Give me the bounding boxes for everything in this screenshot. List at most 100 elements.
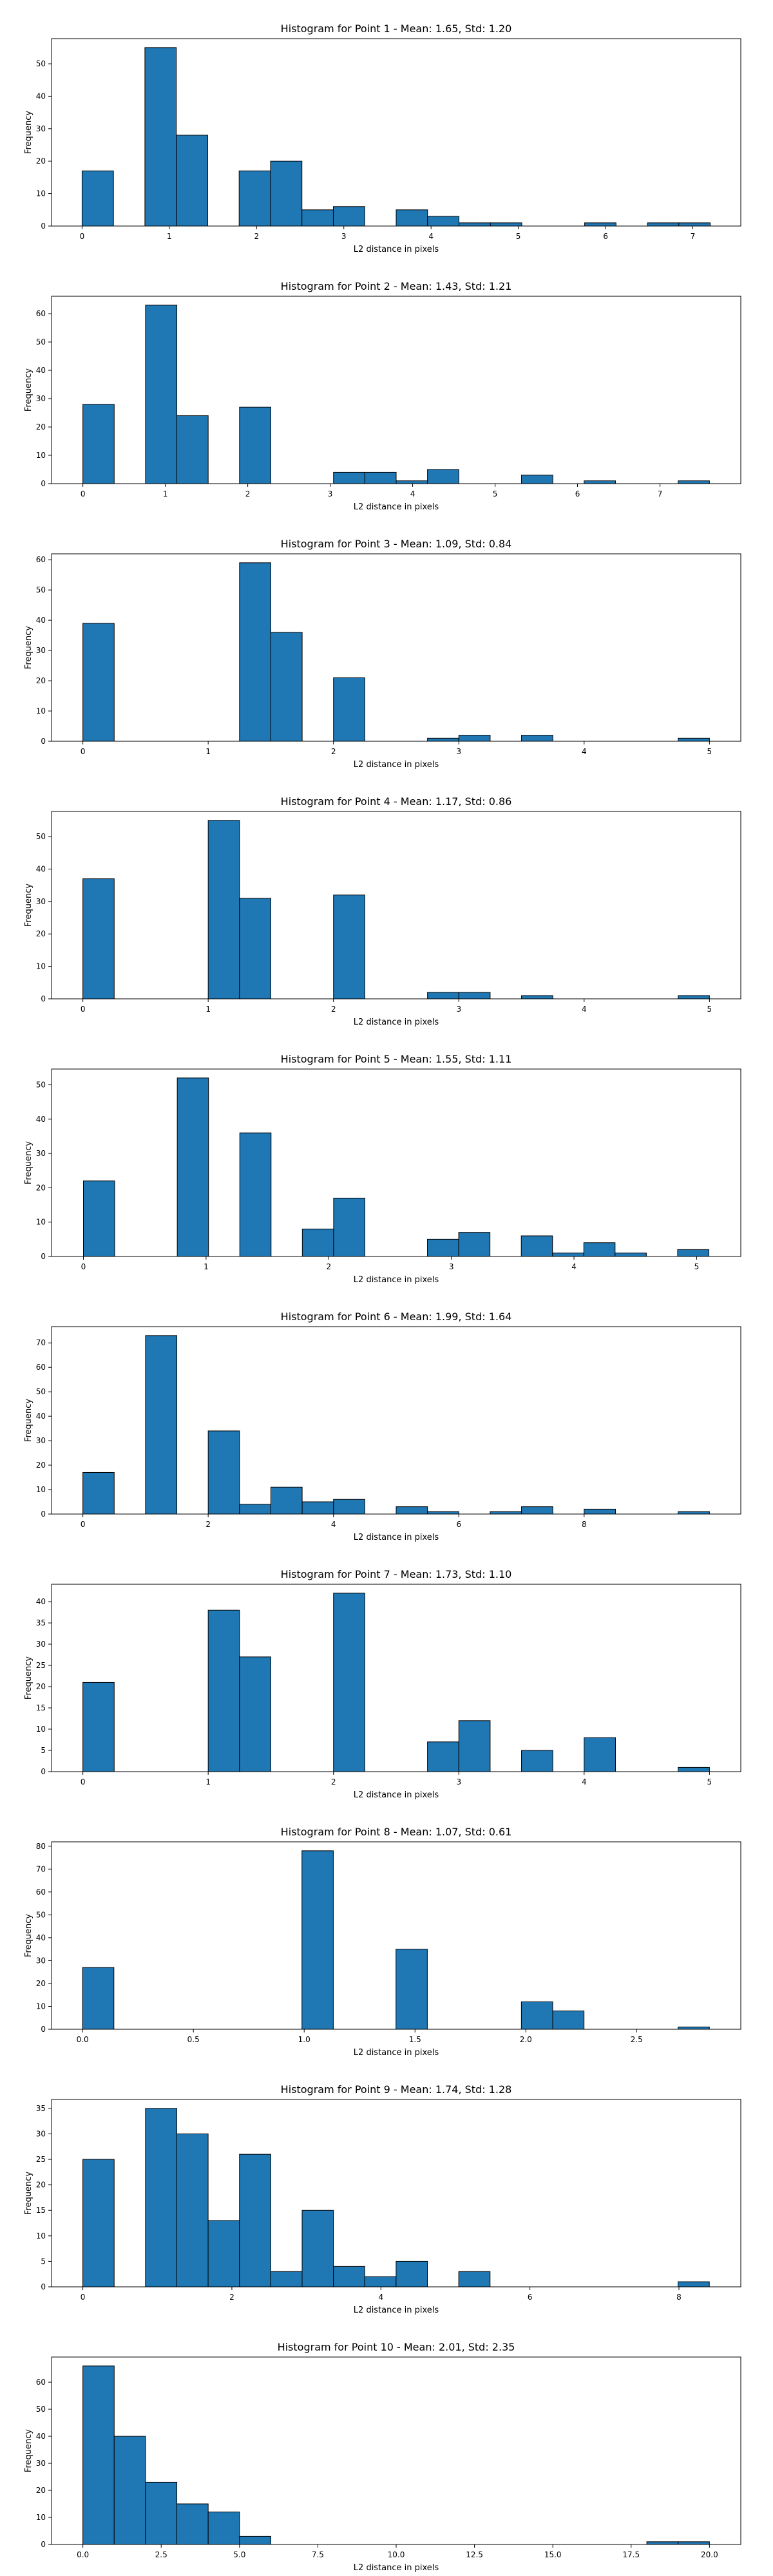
chart-title: Histogram for Point 4 - Mean: 1.17, Std:… [281,795,512,808]
histogram-panel-4: Histogram for Point 4 - Mean: 1.17, Std:… [24,795,741,1027]
y-tick-label: 10 [36,2513,46,2522]
x-tick-label: 0 [81,747,86,756]
x-tick-label: 1 [163,489,168,498]
x-tick-label: 2.5 [631,2035,643,2044]
y-tick-label: 50 [36,337,46,346]
y-tick-label: 0 [41,1510,46,1519]
y-tick-label: 30 [36,1640,46,1649]
y-axis-label: Frequency [24,1914,33,1957]
y-tick-label: 20 [36,1183,46,1192]
y-tick-label: 50 [36,2405,46,2414]
y-tick-label: 30 [36,394,46,403]
histogram-bar [490,1511,522,1515]
histogram-panel-7: Histogram for Point 7 - Mean: 1.73, Std:… [24,1568,741,1800]
x-tick-label: 0 [80,232,85,241]
histogram-bar [333,895,365,999]
x-tick-label: 1 [205,747,211,756]
histogram-bar [427,992,459,999]
histogram-bar [584,1508,616,1515]
x-tick-label: 2 [245,489,251,498]
histogram-bar [177,2503,209,2545]
chart-title: Histogram for Point 2 - Mean: 1.43, Std:… [281,280,512,292]
histogram-bar [427,1741,459,1772]
x-tick-label: 3 [456,1005,461,1014]
y-tick-label: 50 [36,1081,46,1090]
y-axis-label: Frequency [24,2429,33,2472]
histogram-bar [270,1486,303,1515]
x-tick-label: 7 [658,489,663,498]
y-tick-label: 10 [36,1485,46,1494]
histogram-bar [301,1501,334,1515]
histogram-bar [427,216,460,227]
histogram-bar [301,209,334,227]
y-tick-label: 80 [36,1842,46,1851]
x-tick-label: 5 [493,489,498,498]
x-tick-label: 0.5 [187,2035,200,2044]
histogram-bar [207,2512,240,2545]
y-tick-label: 40 [36,1115,46,1124]
chart-title: Histogram for Point 10 - Mean: 2.01, Std… [278,2341,515,2353]
histogram-bar [239,1132,272,1257]
x-axis-label: L2 distance in pixels [354,245,439,254]
y-tick-label: 0 [41,1252,46,1261]
histogram-bar [678,2541,710,2545]
y-tick-label: 40 [36,1597,46,1606]
y-axis-label: Frequency [24,884,33,927]
histogram-bar [239,562,271,742]
histogram-bar [615,1253,647,1257]
histogram-bar [678,2281,710,2287]
y-tick-label: 40 [36,1933,46,1942]
histogram-bar [82,2159,115,2287]
y-tick-label: 60 [36,309,46,318]
y-tick-label: 5 [41,2257,46,2266]
histogram-bar [145,305,178,484]
histogram-panel-2: Histogram for Point 2 - Mean: 1.43, Std:… [24,280,741,512]
x-tick-label: 5 [707,1005,712,1014]
y-tick-label: 0 [41,737,46,746]
y-tick-label: 20 [36,2181,46,2190]
histogram-bar [239,406,271,484]
x-tick-label: 0 [81,1520,86,1529]
histogram-panel-3: Histogram for Point 3 - Mean: 1.09, Std:… [24,538,741,770]
histogram-bar [144,47,177,227]
x-tick-label: 0 [81,2293,86,2302]
histogram-bar [364,2276,397,2287]
y-tick-label: 40 [36,1412,46,1421]
y-tick-label: 60 [36,555,46,564]
histogram-bar [490,222,522,227]
histogram-bar [333,471,365,484]
histogram-bar [82,623,115,742]
histogram-bar [520,1235,553,1257]
histogram-bar [584,480,616,484]
x-tick-label: 3 [341,232,347,241]
y-tick-label: 35 [36,1618,46,1627]
y-tick-label: 0 [41,1767,46,1776]
histogram-panel-6: Histogram for Point 6 - Mean: 1.99, Std:… [24,1311,741,1542]
histogram-bar [113,2436,146,2545]
y-tick-label: 30 [36,1149,46,1158]
histogram-bar [145,2108,177,2287]
histogram-bar [458,1232,491,1257]
histogram-bar [207,1609,240,1772]
y-tick-label: 50 [36,59,46,68]
y-tick-label: 50 [36,1387,46,1396]
x-tick-label: 7.5 [312,2550,324,2559]
histogram-bar [678,222,711,227]
x-tick-label: 6 [603,232,608,241]
histogram-bar [301,1850,334,2030]
x-tick-label: 5.0 [233,2550,245,2559]
y-tick-label: 70 [36,1338,46,1347]
x-tick-label: 20.0 [701,2550,718,2559]
histogram-bar [333,1499,365,1515]
x-axis-label: L2 distance in pixels [354,1018,439,1027]
y-tick-label: 20 [36,1682,46,1691]
histogram-bar [270,2271,303,2287]
axes-frame [51,1584,741,1772]
histogram-bar [646,2541,679,2545]
y-tick-label: 0 [41,222,46,231]
y-tick-label: 20 [36,1979,46,1988]
y-tick-label: 10 [36,189,46,198]
histogram-panel-9: Histogram for Point 9 - Mean: 1.74, Std:… [24,2083,741,2315]
y-tick-label: 20 [36,1461,46,1470]
